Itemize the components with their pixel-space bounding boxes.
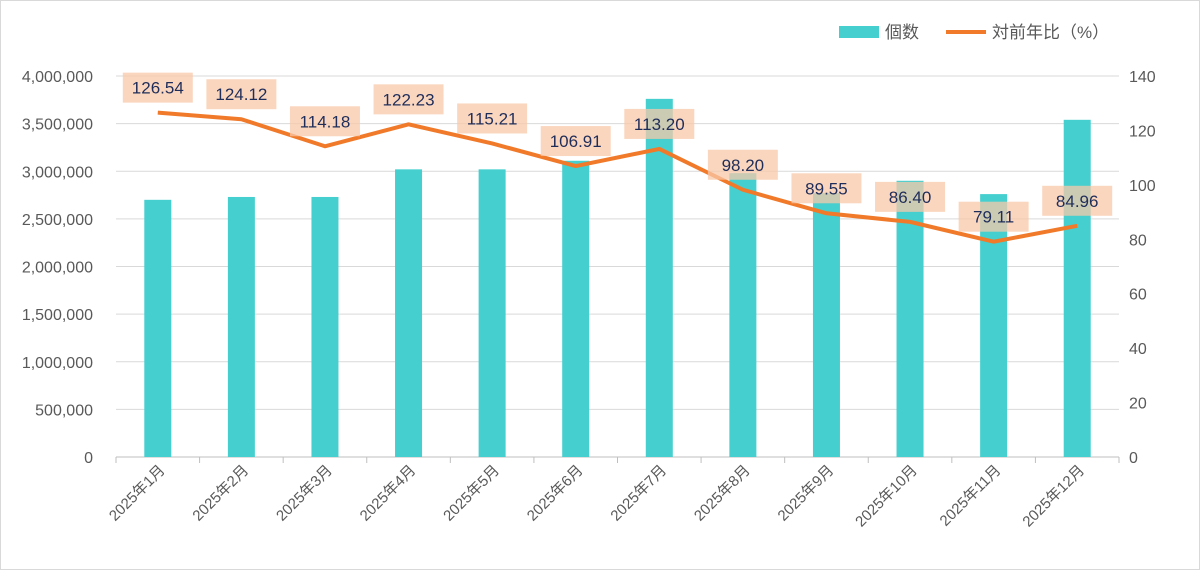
x-tick-label: 2025年6月 <box>524 462 587 525</box>
bar <box>479 169 506 457</box>
data-label: 86.40 <box>889 188 932 207</box>
y-right-tick-label: 140 <box>1129 69 1156 86</box>
x-tick-label: 2025年9月 <box>775 462 838 525</box>
x-tick-label: 2025年10月 <box>852 462 921 531</box>
y-left-tick-label: 500,000 <box>35 402 93 419</box>
y-left-tick-label: 2,000,000 <box>22 260 93 277</box>
y-right-tick-label: 0 <box>1129 450 1138 467</box>
y-left-tick-label: 1,000,000 <box>22 355 93 372</box>
x-tick-label: 2025年12月 <box>1019 462 1088 531</box>
x-tick-label: 2025年4月 <box>357 462 420 525</box>
legend-label-line: 対前年比（%） <box>992 23 1109 42</box>
data-label: 106.91 <box>550 132 602 151</box>
data-label: 114.18 <box>300 112 351 131</box>
bar <box>144 200 171 457</box>
y-right-tick-label: 20 <box>1129 396 1147 413</box>
y-left-tick-label: 1,500,000 <box>22 307 93 324</box>
y-right-tick-label: 80 <box>1129 232 1147 249</box>
x-tick-label: 2025年5月 <box>440 462 503 525</box>
data-label: 84.96 <box>1056 192 1099 211</box>
data-label: 122.23 <box>383 90 435 109</box>
bar <box>228 197 255 457</box>
x-tick-label: 2025年3月 <box>273 462 336 525</box>
x-tick-label: 2025年8月 <box>691 462 754 525</box>
bar <box>980 194 1007 457</box>
legend-label-bar: 個数 <box>885 23 919 42</box>
y-left-tick-label: 3,000,000 <box>22 164 93 181</box>
y-right-tick-label: 60 <box>1129 287 1147 304</box>
y-left-tick-label: 0 <box>84 450 93 467</box>
x-tick-label: 2025年2月 <box>189 462 252 525</box>
legend: 個数 対前年比（%） <box>839 23 1109 42</box>
y-right-tick-label: 40 <box>1129 341 1147 358</box>
data-label: 113.20 <box>634 115 685 134</box>
data-label: 126.54 <box>132 79 184 98</box>
bar <box>729 173 756 457</box>
x-tick-label: 2025年7月 <box>607 462 670 525</box>
y-left-tick-label: 4,000,000 <box>22 69 93 86</box>
bar <box>311 197 338 457</box>
bar <box>1064 120 1091 457</box>
x-tick-label: 2025年11月 <box>937 462 1005 530</box>
data-label: 79.11 <box>973 208 1014 227</box>
y-right-tick-label: 100 <box>1129 178 1156 195</box>
bar <box>813 193 840 457</box>
data-label: 115.21 <box>467 109 518 128</box>
bar <box>395 169 422 457</box>
legend-swatch-bar <box>839 26 879 38</box>
y-left-tick-label: 3,500,000 <box>22 117 93 134</box>
bar <box>562 161 589 457</box>
data-label: 124.12 <box>215 85 267 104</box>
y-right-tick-label: 120 <box>1129 123 1156 140</box>
x-tick-label: 2025年1月 <box>106 462 169 525</box>
data-label: 98.20 <box>722 156 765 175</box>
data-label: 89.55 <box>805 179 848 198</box>
y-left-tick-label: 2,500,000 <box>22 212 93 229</box>
